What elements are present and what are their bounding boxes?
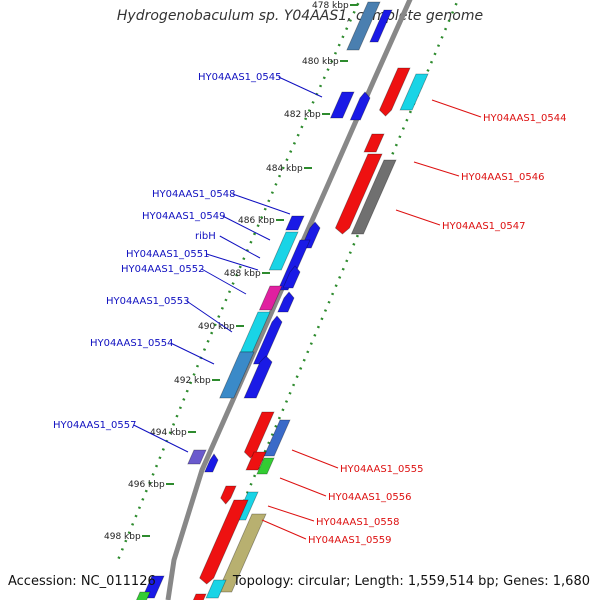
gene-label-reverse: HY04AAS1_0546	[461, 172, 544, 183]
gene-feature	[346, 1, 381, 51]
leader-line	[201, 268, 247, 295]
gene-feature	[258, 285, 283, 311]
leader-line	[261, 519, 307, 540]
gene-feature	[243, 355, 273, 399]
gene-feature	[263, 419, 291, 457]
gene-feature	[204, 453, 219, 473]
tick-label: 488 kbp	[224, 269, 261, 279]
gene-label-forward: HY04AAS1_0552	[121, 264, 204, 275]
gene-label-reverse: HY04AAS1_0555	[340, 464, 423, 475]
gene-feature	[379, 67, 411, 117]
gene-feature	[220, 485, 237, 505]
tick-label: 478 kbp	[312, 1, 349, 11]
leader-line	[413, 161, 460, 177]
gene-feature	[199, 499, 249, 585]
gene-label-forward: ribH	[195, 231, 216, 242]
label-leaders	[133, 76, 482, 540]
gene-feature	[205, 579, 227, 599]
gene-feature	[399, 73, 429, 111]
gene-features	[136, 1, 429, 600]
gene-label-forward: HY04AAS1_0553	[106, 296, 189, 307]
gene-label-reverse: HY04AAS1_0544	[483, 113, 566, 124]
leader-line	[133, 424, 189, 453]
leader-line	[170, 342, 215, 365]
genome-summary: Topology: circular; Length: 1,559,514 bp…	[232, 574, 590, 589]
gene-feature	[329, 91, 355, 119]
tick-label: 498 kbp	[104, 532, 141, 542]
leader-line	[186, 300, 233, 333]
leader-line	[219, 235, 261, 259]
leader-line	[267, 505, 315, 522]
gene-feature	[268, 231, 299, 271]
leader-line	[278, 76, 323, 98]
gene-feature	[277, 239, 311, 291]
gene-label-forward: HY04AAS1_0554	[90, 338, 173, 349]
gene-label-forward: HY04AAS1_0545	[198, 72, 281, 83]
gene-feature	[350, 159, 397, 235]
tick-label: 492 kbp	[174, 376, 211, 386]
tick-line-inner	[116, 0, 362, 561]
gene-feature	[252, 315, 283, 365]
leader-line	[291, 449, 339, 469]
leader-line	[279, 477, 327, 497]
gene-feature	[282, 265, 301, 289]
gene-feature	[277, 291, 295, 313]
gene-feature	[285, 215, 305, 231]
gene-label-forward: HY04AAS1_0549	[142, 211, 225, 222]
gene-feature	[136, 591, 151, 600]
gene-feature	[256, 457, 275, 475]
gene-label-reverse: HY04AAS1_0558	[316, 517, 399, 528]
gene-feature	[192, 593, 207, 600]
gene-labels: HY04AAS1_0545 HY04AAS1_0548 HY04AAS1_0549r…	[53, 72, 566, 546]
gene-feature	[369, 9, 393, 43]
tick-label: 496 kbp	[128, 480, 165, 490]
gene-label-reverse: HY04AAS1_0559	[308, 535, 391, 546]
gene-feature	[219, 351, 255, 399]
gene-feature	[217, 513, 267, 593]
gene-label-forward: HY04AAS1_0548	[152, 189, 235, 200]
gene-label-forward: HY04AAS1_0557	[53, 420, 136, 431]
tick-label: 484 kbp	[266, 164, 303, 174]
gene-feature	[187, 449, 207, 465]
tick-label: 490 kbp	[198, 322, 235, 332]
map-title: Hydrogenobaculum sp. Y04AAS1, complete g…	[116, 8, 484, 24]
leader-line	[222, 215, 271, 241]
tick-label: 482 kbp	[284, 110, 321, 120]
tick-label: 486 kbp	[238, 216, 275, 226]
gene-label-reverse: HY04AAS1_0547	[442, 221, 525, 232]
gene-feature	[334, 153, 383, 235]
leader-line	[395, 209, 441, 226]
leader-line	[232, 193, 291, 215]
gene-label-reverse: HY04AAS1_0556	[328, 492, 411, 503]
gene-feature	[349, 91, 371, 121]
tick-label: 480 kbp	[302, 57, 339, 67]
gene-label-forward: HY04AAS1_0551	[126, 249, 209, 260]
gene-feature	[245, 451, 267, 471]
gene-feature	[363, 133, 385, 153]
tick-ring: 478 kbp 480 kbp 482 kbp 484 kbp 486 kbp 488 k…	[104, 0, 460, 581]
leader-line	[206, 253, 259, 271]
accession-text: Accession: NC_011126	[8, 574, 156, 589]
leader-line	[431, 99, 482, 118]
tick-label: 494 kbp	[150, 428, 187, 438]
